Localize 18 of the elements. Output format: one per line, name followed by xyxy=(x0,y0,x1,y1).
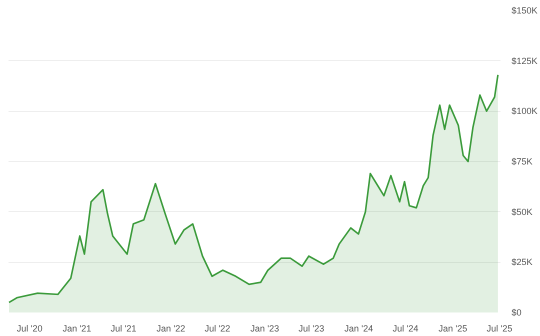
x-tick-label: Jan '25 xyxy=(438,324,468,334)
y-tick-label: $0 xyxy=(512,308,522,318)
x-tick-label: Jul '23 xyxy=(298,324,324,334)
x-tick-label: Jan '22 xyxy=(156,324,186,334)
y-tick-label: $75K xyxy=(512,156,533,166)
y-tick-label: $125K xyxy=(512,56,538,66)
x-tick-label: Jan '21 xyxy=(62,324,92,334)
y-tick-label: $50K xyxy=(512,206,533,217)
y-tick-label: $25K xyxy=(512,257,533,268)
x-tick-label: Jul '22 xyxy=(204,324,230,334)
x-tick-label: Jan '24 xyxy=(344,324,374,334)
x-tick-label: Jan '23 xyxy=(250,324,280,334)
y-tick-label: $100K xyxy=(512,106,538,116)
x-tick-label: Jul '24 xyxy=(392,324,418,334)
x-tick-label: Jul '21 xyxy=(110,324,136,334)
y-tick-label: $150K xyxy=(512,6,538,16)
x-tick-label: Jul '25 xyxy=(486,324,512,334)
x-tick-label: Jul '20 xyxy=(16,324,42,334)
